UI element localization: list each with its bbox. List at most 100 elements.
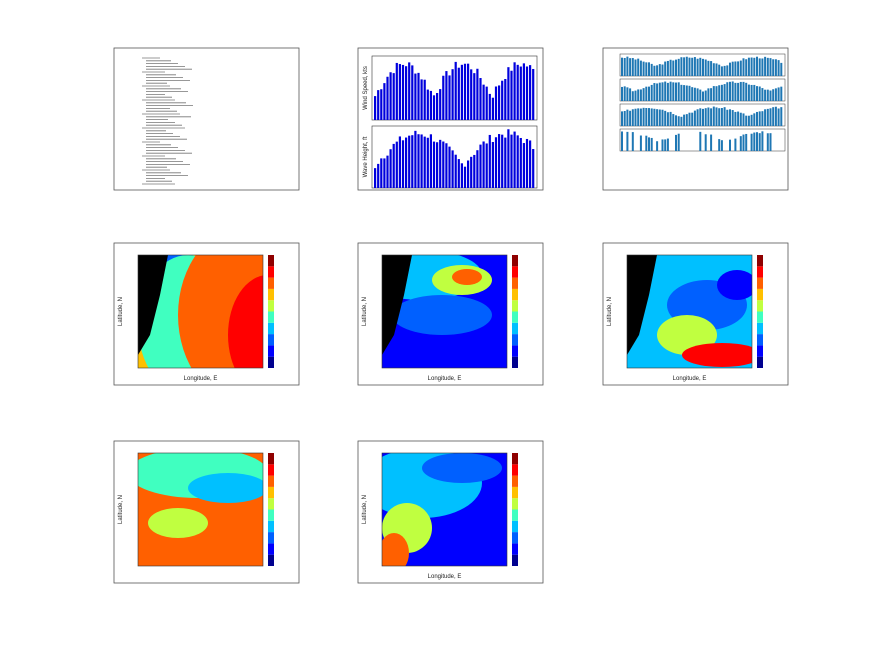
bar (720, 107, 723, 126)
bar (491, 141, 494, 188)
contour-region (422, 453, 502, 483)
bar (642, 88, 645, 101)
bar (510, 134, 513, 188)
bar (764, 89, 767, 101)
contour-region (392, 295, 492, 335)
colorbar-step (512, 288, 518, 301)
bar (389, 72, 392, 120)
bar (664, 81, 667, 101)
bar (467, 63, 470, 120)
land (627, 255, 657, 355)
colorbar-step (757, 356, 763, 368)
bar (745, 82, 748, 101)
bar (764, 56, 767, 76)
bar (460, 64, 463, 120)
bar (485, 86, 488, 120)
bar (498, 134, 501, 188)
bar (491, 97, 494, 120)
colorbar-step (268, 509, 274, 521)
y-axis-label: Wind Speed, kts (363, 66, 369, 110)
bar (658, 109, 661, 126)
bar (621, 86, 623, 101)
bar (764, 109, 767, 126)
bar (653, 65, 656, 76)
bar (661, 82, 664, 101)
bar (691, 57, 694, 76)
bar (648, 62, 650, 76)
bar (739, 136, 742, 151)
bar (642, 61, 645, 76)
plot-frame (381, 452, 508, 567)
bar (470, 156, 473, 188)
bar (417, 134, 420, 188)
bar (516, 135, 519, 188)
colorbar-step (757, 255, 763, 267)
bar (734, 138, 737, 151)
colorbar-step (512, 554, 518, 566)
bar (476, 68, 479, 120)
bar (688, 57, 691, 76)
bar (780, 107, 783, 126)
bar (658, 64, 661, 76)
bar (501, 134, 504, 188)
bar (761, 131, 764, 151)
bar (408, 62, 411, 120)
bar (710, 108, 713, 126)
bar (677, 116, 680, 126)
bar (634, 59, 637, 76)
bar (451, 69, 454, 120)
bar (414, 73, 417, 120)
bar (463, 63, 467, 120)
y-axis-label: Latitude, N (362, 495, 368, 524)
bar (656, 83, 659, 101)
bar (439, 89, 442, 120)
bar (693, 110, 696, 126)
bar (750, 57, 753, 76)
bar (691, 87, 694, 101)
bar (685, 85, 688, 101)
bar (726, 109, 729, 126)
bar (656, 141, 659, 151)
bar (669, 59, 672, 76)
map (626, 254, 763, 369)
bar (423, 136, 426, 188)
bar (448, 75, 451, 120)
contour-region (452, 269, 482, 285)
colorbar-step (512, 334, 518, 346)
colorbar-step (757, 345, 763, 357)
colorbar-step (268, 498, 274, 510)
colorbar-step (512, 520, 518, 533)
bar (420, 134, 423, 188)
map-fill (382, 255, 507, 368)
map-fill (382, 453, 507, 566)
bar (696, 58, 699, 76)
bar (704, 134, 707, 151)
bar (648, 108, 650, 126)
bar (777, 60, 780, 76)
colorbar-step (268, 255, 274, 267)
bar (774, 106, 777, 126)
bar (693, 87, 696, 101)
bar (650, 84, 653, 101)
bar (742, 113, 745, 126)
bar (442, 141, 445, 188)
bar (634, 108, 637, 126)
bar (702, 91, 704, 101)
bar (417, 72, 420, 120)
map (381, 452, 518, 567)
bar (675, 115, 677, 126)
bar (504, 79, 507, 120)
bar (405, 66, 408, 120)
bar (710, 61, 713, 76)
bar (664, 110, 667, 126)
plot-frame (626, 254, 753, 369)
bar (680, 57, 683, 76)
colorbar-step (512, 266, 518, 278)
bar (408, 135, 411, 188)
bar (661, 64, 664, 76)
bar (761, 111, 764, 126)
colorbar-step (757, 334, 763, 346)
bar (650, 137, 653, 151)
bar (383, 158, 386, 188)
bar (380, 89, 383, 120)
